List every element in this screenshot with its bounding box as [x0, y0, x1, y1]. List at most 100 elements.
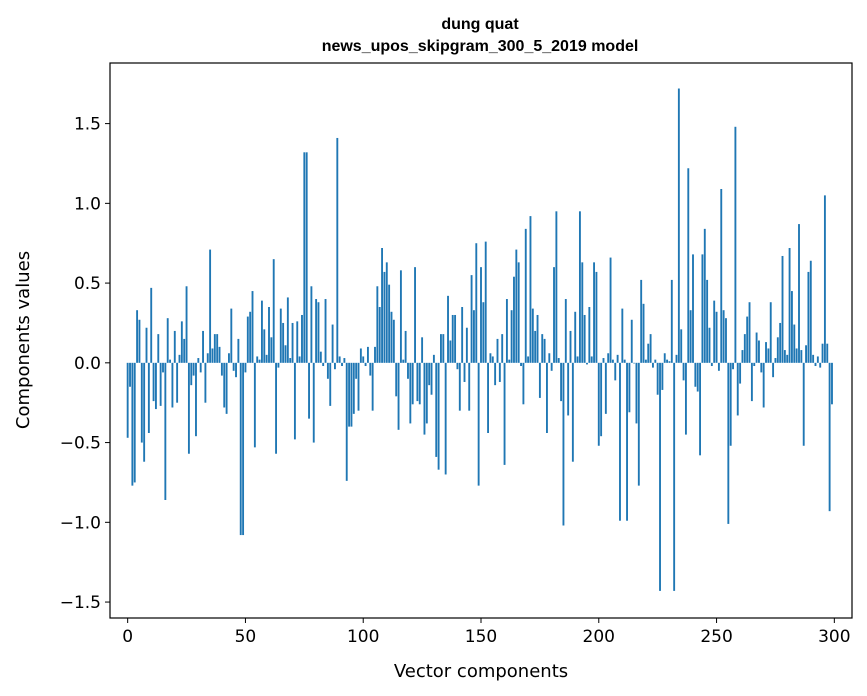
bar: [694, 362, 697, 387]
bar: [331, 324, 334, 363]
bar: [779, 322, 782, 363]
bar: [303, 152, 306, 363]
bar: [729, 362, 732, 446]
bar: [133, 362, 136, 483]
bar: [644, 359, 647, 363]
bar: [418, 362, 421, 405]
bar: [656, 362, 659, 395]
bar: [496, 338, 499, 363]
bar: [237, 338, 240, 363]
bar: [659, 362, 661, 591]
bar: [725, 318, 727, 363]
bar: [661, 362, 664, 390]
bar: [793, 324, 796, 363]
bar: [355, 362, 358, 379]
bar: [727, 362, 730, 524]
bar: [828, 362, 831, 512]
bar: [461, 307, 464, 363]
bar: [487, 362, 489, 433]
bar: [430, 362, 433, 395]
bar: [286, 297, 289, 363]
bar: [682, 362, 685, 381]
bar: [371, 362, 374, 411]
bar: [520, 362, 522, 367]
bar: [635, 362, 638, 424]
bar: [293, 362, 296, 440]
bar: [767, 348, 770, 363]
bar: [421, 337, 424, 363]
bar: [616, 354, 619, 363]
bar: [736, 362, 739, 416]
bar: [162, 362, 164, 373]
bar: [604, 362, 607, 414]
bar: [715, 311, 718, 363]
bar: [706, 279, 709, 363]
bar: [642, 303, 645, 363]
bar: [574, 311, 577, 363]
bar: [722, 310, 725, 363]
bar: [633, 362, 636, 364]
bar: [440, 334, 442, 363]
bar: [220, 362, 223, 376]
bar: [336, 137, 339, 363]
bar: [282, 322, 285, 363]
bar: [527, 356, 530, 363]
bar: [805, 345, 807, 363]
bar: [345, 362, 348, 481]
bar: [538, 362, 541, 398]
bar: [131, 362, 134, 486]
bar: [647, 343, 650, 363]
bar: [626, 362, 628, 521]
bar: [546, 362, 548, 433]
bar: [199, 362, 202, 373]
bar: [788, 248, 791, 363]
bar: [270, 337, 273, 363]
chart-title: dung quat: [441, 16, 519, 33]
bar: [416, 362, 419, 402]
bar: [145, 327, 148, 363]
bar: [232, 362, 235, 371]
bar: [407, 362, 409, 379]
bar: [338, 356, 341, 363]
bar: [173, 330, 176, 363]
bar: [713, 300, 716, 363]
x-axis-label: Vector components: [394, 661, 568, 682]
bar: [652, 362, 654, 368]
bar: [317, 302, 320, 363]
bar: [187, 362, 190, 454]
bar: [140, 362, 143, 443]
bar: [366, 346, 369, 363]
bar: [534, 330, 537, 363]
bar: [451, 314, 454, 363]
bar: [209, 249, 212, 363]
bar: [699, 362, 701, 456]
bar: [708, 327, 711, 363]
bar: [447, 295, 449, 363]
bar: [586, 362, 588, 365]
bar: [463, 362, 466, 382]
bar: [696, 362, 699, 392]
bar: [169, 359, 171, 363]
bar: [350, 362, 353, 427]
bar: [529, 216, 532, 363]
bar: [602, 358, 605, 363]
bar: [157, 334, 160, 363]
bar: [324, 299, 327, 363]
bar: [666, 359, 669, 363]
bar: [369, 362, 372, 376]
bar: [630, 319, 633, 363]
bar: [409, 362, 412, 424]
bar: [765, 342, 767, 363]
bar: [637, 362, 640, 486]
bar: [732, 362, 734, 370]
bar: [531, 308, 534, 363]
bar: [505, 299, 508, 363]
bar: [225, 362, 228, 414]
bar: [277, 362, 280, 368]
bar: [680, 329, 683, 363]
bar: [543, 338, 546, 363]
bar: [334, 362, 336, 370]
bar: [753, 362, 756, 367]
bar: [265, 354, 268, 363]
